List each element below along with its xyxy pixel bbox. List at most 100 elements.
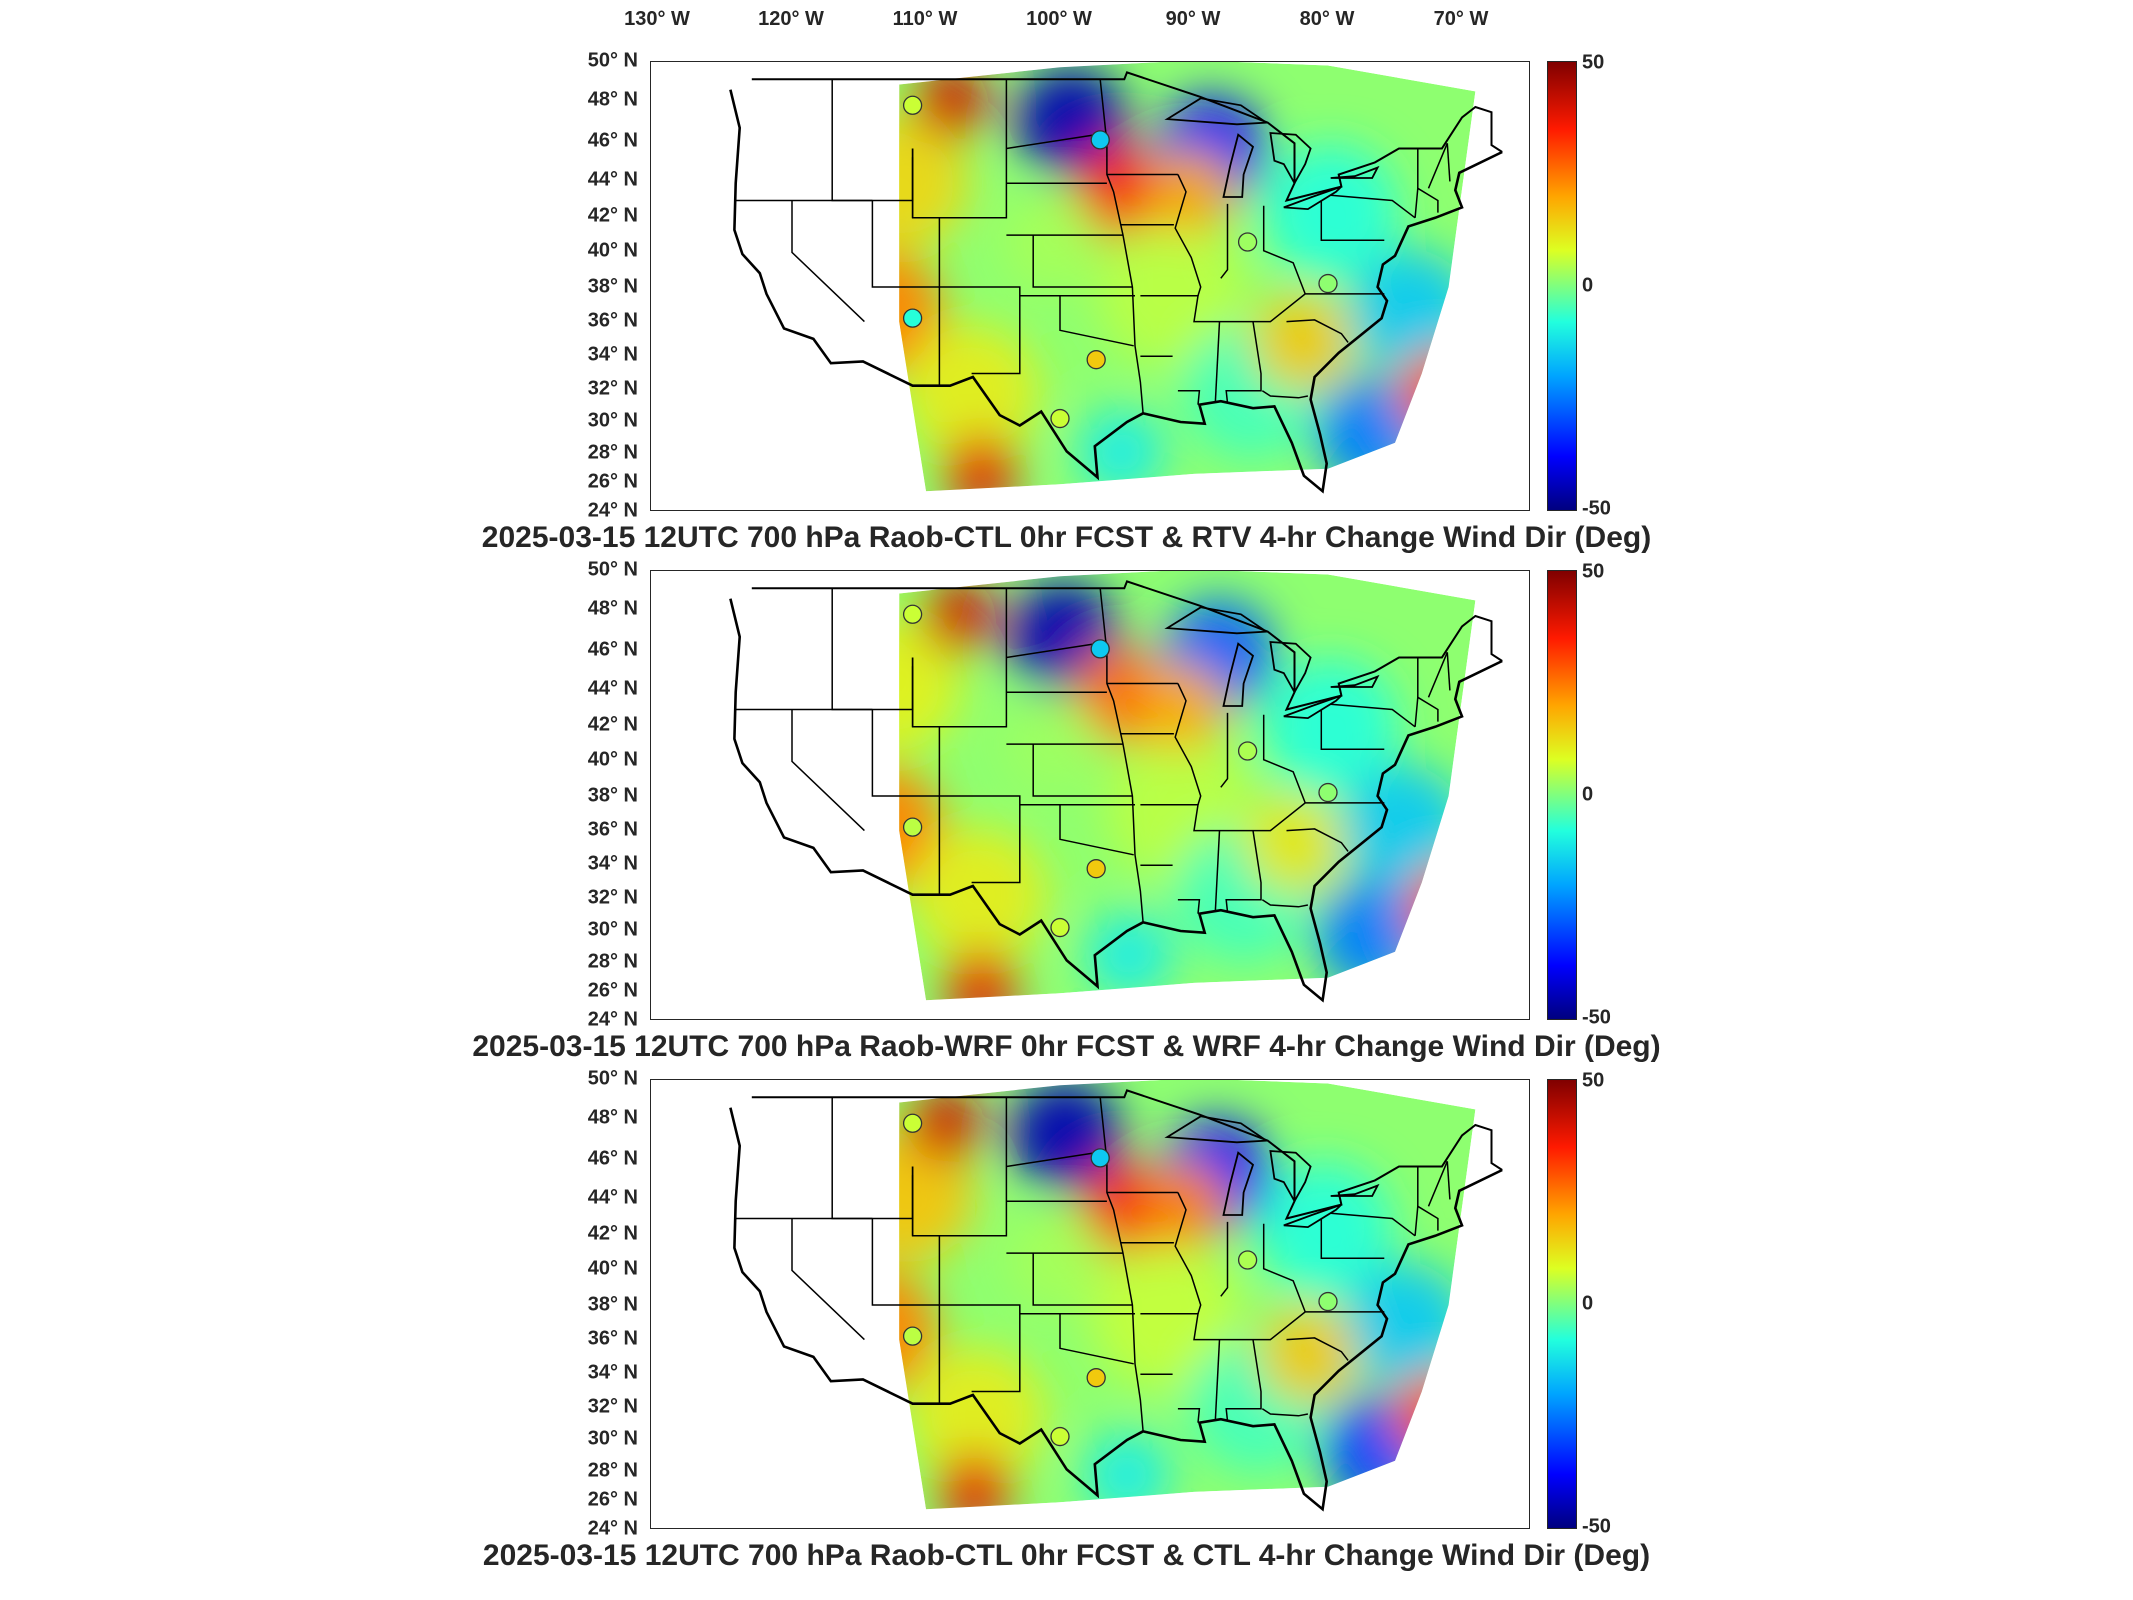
state-boundary xyxy=(1286,319,1349,343)
latitude-label: 40° N xyxy=(587,1257,638,1280)
wind-direction-change-map xyxy=(729,571,1503,1003)
latitude-label: 26° N xyxy=(587,979,638,1002)
latitude-label: 34° N xyxy=(587,1361,638,1384)
state-boundary xyxy=(1427,1161,1448,1207)
state-boundary xyxy=(1261,899,1309,908)
state-boundary xyxy=(1446,652,1451,691)
colorbar xyxy=(1547,570,1577,1020)
state-boundary xyxy=(1032,1253,1133,1306)
field-anomaly xyxy=(902,323,1040,461)
latitude-label: 50° N xyxy=(587,558,638,581)
latitude-label: 46° N xyxy=(587,1147,638,1170)
state-boundary xyxy=(1059,295,1134,347)
political-boundaries xyxy=(729,71,1503,494)
state-boundary xyxy=(1220,1221,1229,1297)
colorbar xyxy=(1547,61,1577,511)
latitude-label: 40° N xyxy=(587,239,638,262)
great-lake-outline xyxy=(1269,132,1312,186)
wind-change-field xyxy=(899,571,1476,1001)
field-anomaly xyxy=(907,1087,983,1163)
state-boundary xyxy=(1414,187,1439,218)
latitude-label: 36° N xyxy=(587,818,638,841)
longitude-label: 100° W xyxy=(1026,8,1092,30)
state-boundary xyxy=(1006,132,1108,150)
circle-marker-icon xyxy=(1237,741,1258,761)
state-boundary xyxy=(1140,293,1385,323)
great-lake-outline xyxy=(1283,1203,1343,1229)
field-anomaly xyxy=(1085,911,1173,999)
wind-change-field xyxy=(899,62,1476,492)
state-boundary xyxy=(1214,321,1221,402)
state-boundary xyxy=(1032,235,1133,288)
field-anomaly xyxy=(1141,1161,1229,1249)
state-boundary xyxy=(1140,1311,1385,1341)
state-boundary xyxy=(938,726,1021,884)
state-boundary xyxy=(1032,744,1133,797)
circle-marker-icon xyxy=(1237,232,1258,252)
field-anomaly xyxy=(1343,1263,1467,1387)
latitude-label: 28° N xyxy=(587,950,638,973)
state-boundary xyxy=(735,1166,914,1220)
circle-marker-icon xyxy=(1318,1291,1338,1312)
state-boundary xyxy=(1286,1337,1349,1361)
state-boundary xyxy=(1006,641,1108,659)
state-boundary xyxy=(831,588,873,711)
state-boundary xyxy=(1286,828,1349,852)
latitude-label: 30° N xyxy=(587,918,638,941)
field-anomaly xyxy=(1262,658,1400,796)
state-boundary xyxy=(1330,703,1416,728)
great-lake-outline xyxy=(1164,97,1270,126)
state-boundary xyxy=(1414,1205,1439,1236)
latitude-label: 42° N xyxy=(587,204,638,227)
latitude-label: 26° N xyxy=(587,470,638,493)
coastline xyxy=(729,598,1503,1003)
field-anomaly xyxy=(1391,1371,1476,1459)
map-panel-wrf: 50° N 48° N 46° N 44° N 42° N 40° N 38° N 36° N… xyxy=(0,559,2133,1080)
state-boundary xyxy=(831,1097,873,1220)
latitude-label: 34° N xyxy=(587,343,638,366)
circle-marker-icon xyxy=(1090,1148,1110,1168)
field-anomaly xyxy=(937,1452,1013,1510)
state-boundary xyxy=(1330,1212,1416,1237)
wind-direction-change-map xyxy=(729,62,1503,494)
latitude-label: 32° N xyxy=(587,886,638,909)
state-boundary xyxy=(791,709,865,832)
longitude-axis: 130° W 120° W 110° W 100° W 90° W 80° W … xyxy=(0,0,2133,50)
latitude-label: 26° N xyxy=(587,1488,638,1511)
state-boundary xyxy=(1099,588,1144,923)
latitude-label: 32° N xyxy=(587,377,638,400)
latitude-label: 24° N xyxy=(587,1517,638,1540)
state-boundary xyxy=(1174,1192,1202,1314)
state-boundary xyxy=(735,148,914,202)
state-boundary xyxy=(1220,203,1229,279)
state-boundary xyxy=(1320,200,1385,242)
state-boundary xyxy=(1140,802,1385,832)
latitude-label: 46° N xyxy=(587,638,638,661)
latitude-label: 50° N xyxy=(587,49,638,72)
longitude-label: 90° W xyxy=(1165,8,1221,30)
state-boundary xyxy=(938,1235,1021,1393)
state-boundary xyxy=(1417,656,1442,698)
state-boundary xyxy=(791,1218,865,1341)
circle-marker-icon xyxy=(902,308,923,328)
latitude-label: 50° N xyxy=(587,1067,638,1090)
state-boundary xyxy=(1177,899,1201,914)
latitude-label: 36° N xyxy=(587,1327,638,1350)
state-boundary xyxy=(1225,321,1262,404)
state-boundary xyxy=(1262,1223,1306,1313)
field-anomaly xyxy=(1251,292,1351,392)
latitude-label: 46° N xyxy=(587,129,638,152)
latitude-label: 38° N xyxy=(587,275,638,298)
circle-marker-icon xyxy=(902,604,923,624)
field-anomaly xyxy=(899,250,943,374)
state-boundary xyxy=(1006,1150,1108,1168)
field-anomaly xyxy=(1147,148,1235,236)
circle-marker-icon xyxy=(1318,273,1338,294)
state-boundary xyxy=(1177,1408,1201,1423)
field-anomaly xyxy=(1257,1305,1357,1405)
circle-marker-icon xyxy=(902,1113,923,1133)
field-anomaly xyxy=(1243,795,1343,895)
latitude-label: 48° N xyxy=(587,1106,638,1129)
state-boundary xyxy=(1427,143,1448,189)
state-boundary xyxy=(1225,1339,1262,1422)
